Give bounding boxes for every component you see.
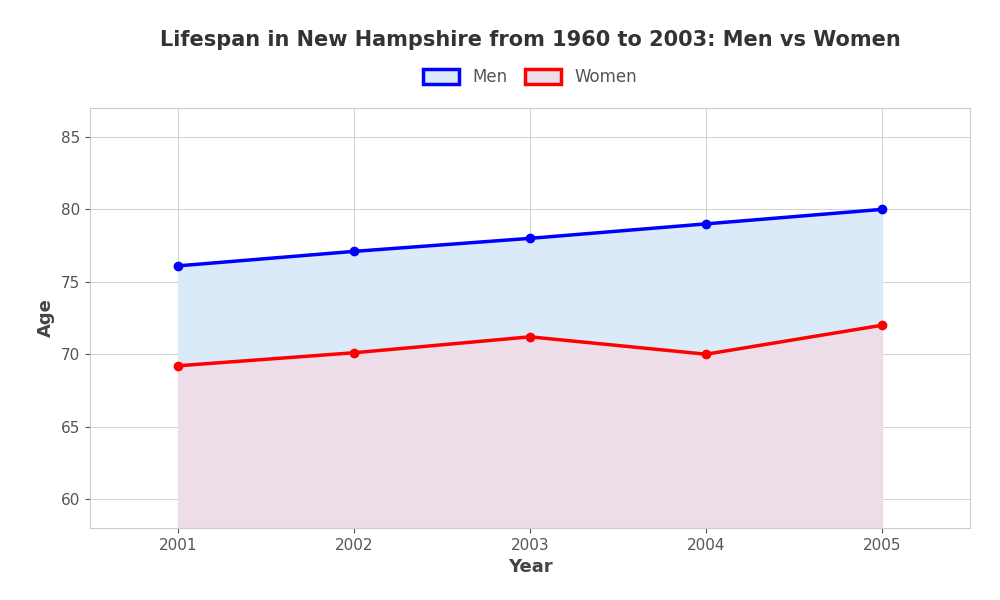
Men [348, 248, 360, 255]
Line: Women: Women [174, 321, 886, 370]
Men [524, 235, 536, 242]
X-axis label: Year: Year [508, 558, 552, 576]
Legend: Men, Women: Men, Women [416, 62, 644, 93]
Men [876, 206, 888, 213]
Women [348, 349, 360, 356]
Women [700, 350, 712, 358]
Men [700, 220, 712, 227]
Women [524, 333, 536, 340]
Y-axis label: Age: Age [37, 299, 55, 337]
Men [172, 262, 184, 269]
Line: Men: Men [174, 205, 886, 270]
Women [876, 322, 888, 329]
Women [172, 362, 184, 370]
Title: Lifespan in New Hampshire from 1960 to 2003: Men vs Women: Lifespan in New Hampshire from 1960 to 2… [160, 29, 900, 49]
